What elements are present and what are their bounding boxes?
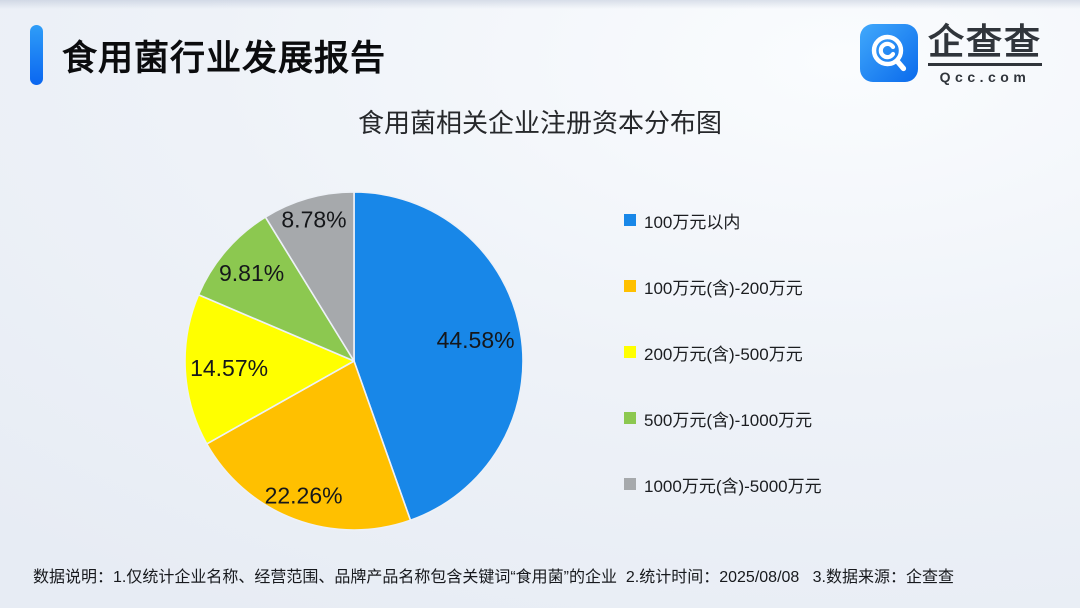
legend-label: 100万元以内	[644, 212, 741, 232]
qcc-magnifier-icon	[859, 24, 918, 82]
legend-label: 1000万元(含)-5000万元	[644, 476, 822, 496]
chart-legend: 100万元以内 100万元(含)-200万元 200万元(含)-500万元 50…	[624, 208, 822, 538]
legend-item: 100万元以内	[624, 208, 822, 232]
logo-domain: Qcc.com	[939, 69, 1031, 85]
legend-label: 500万元(含)-1000万元	[644, 410, 813, 430]
legend-swatch	[624, 280, 636, 292]
legend-swatch	[624, 412, 636, 424]
legend-item: 500万元(含)-1000万元	[624, 406, 822, 430]
pie-slice-label: 8.78%	[281, 207, 346, 233]
report-header: 食用菌行业发展报告	[30, 25, 386, 85]
legend-item: 1000万元(含)-5000万元	[624, 472, 822, 496]
pie-slice	[264, 191, 355, 362]
pie-slice-label: 22.26%	[265, 483, 343, 509]
pie-slice	[197, 216, 355, 362]
title-accent-bar	[30, 25, 43, 85]
pie-slice	[205, 360, 412, 531]
logo-underline	[927, 63, 1042, 66]
legend-swatch	[624, 346, 636, 358]
qcc-logo: 企查查 Qcc.com	[859, 21, 1042, 85]
pie-slice-label: 44.58%	[437, 327, 515, 353]
pie-chart: 44.58% 22.26% 14.57% 9.81% 8.78%	[184, 191, 524, 531]
pie-slice	[353, 191, 524, 522]
legend-item: 100万元(含)-200万元	[624, 274, 822, 298]
legend-label: 100万元(含)-200万元	[644, 278, 803, 298]
pie-slice	[184, 293, 355, 445]
report-title: 食用菌行业发展报告	[62, 38, 387, 78]
legend-item: 200万元(含)-500万元	[624, 340, 822, 364]
pie-slice-label: 14.57%	[190, 355, 268, 381]
chart-title: 食用菌相关企业注册资本分布图	[357, 108, 722, 138]
qcc-logo-text: 企查查 Qcc.com	[927, 21, 1042, 85]
legend-swatch	[624, 478, 636, 490]
legend-label: 200万元(含)-500万元	[644, 344, 803, 364]
legend-swatch	[624, 214, 636, 226]
data-notes: 数据说明：1.仅统计企业名称、经营范围、品牌产品名称包含关键词“食用菌”的企业 …	[33, 569, 954, 586]
pie-slice-label: 9.81%	[219, 260, 284, 286]
logo-name: 企查查	[927, 21, 1042, 62]
